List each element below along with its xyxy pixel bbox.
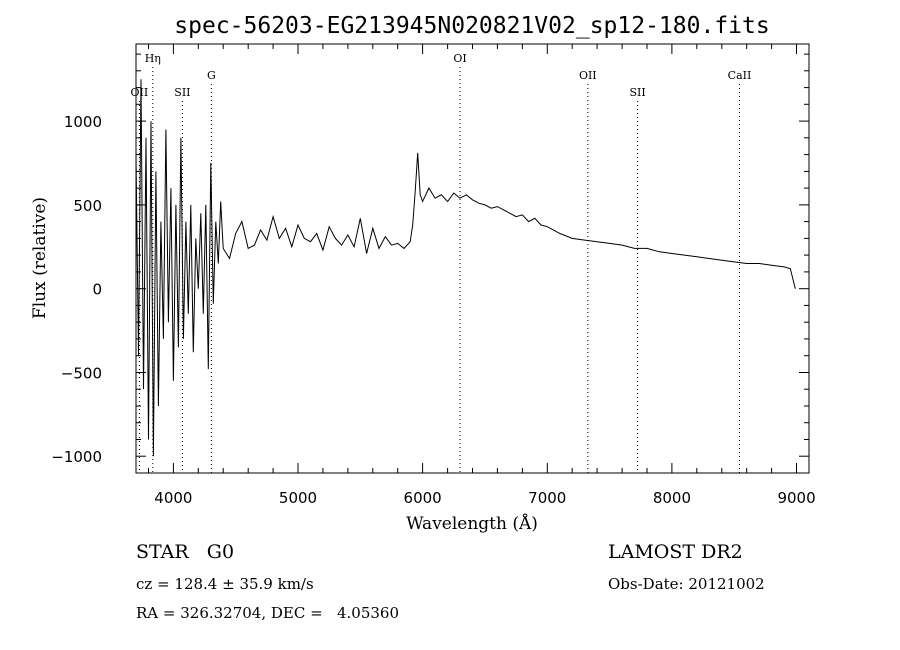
spectral-line-label: SII [174,86,190,99]
y-tick-label: 0 [92,281,102,299]
chart-title: spec-56203-EG213945N020821V02_sp12-180.f… [174,13,769,39]
axis-ticks [136,44,809,473]
spectrum-line [135,79,796,457]
y-tick-label: 1000 [64,113,102,131]
spectral-line-label: OI [453,52,466,65]
axis-tick-labels: 4000 5000 6000 7000 8000 9000 −1000 −500 0 500 100… [51,113,815,507]
spectral-line-label: G [207,69,216,82]
y-axis-label: Flux (relative) [30,197,50,319]
coordinates: RA = 326.32704, DEC = 4.05360 [136,604,400,622]
survey-label: LAMOST DR2 [608,541,743,563]
x-tick-label: 4000 [154,489,192,507]
y-tick-label: −500 [61,364,102,382]
x-tick-label: 8000 [653,489,691,507]
spectral-line-label: SII [629,86,645,99]
observation-date: Obs-Date: 20121002 [608,575,765,593]
x-tick-label: 5000 [279,489,317,507]
spectral-line-markers: Hη OII SII G OI OII SII CaII [131,52,752,473]
x-tick-label: 7000 [528,489,566,507]
spectral-line-label: OII [579,69,597,82]
redshift-velocity: cz = 128.4 ± 35.9 km/s [136,575,314,593]
x-axis-label: Wavelength (Å) [406,513,538,534]
x-tick-label: 6000 [404,489,442,507]
spectral-line-label: OII [131,86,149,99]
spectral-line-label: Hη [145,52,161,65]
y-tick-label: 500 [73,197,102,215]
y-tick-label: −1000 [51,448,102,466]
x-tick-label: 9000 [777,489,815,507]
object-class: STAR G0 [136,541,235,563]
spectral-line-label: CaII [728,69,752,82]
